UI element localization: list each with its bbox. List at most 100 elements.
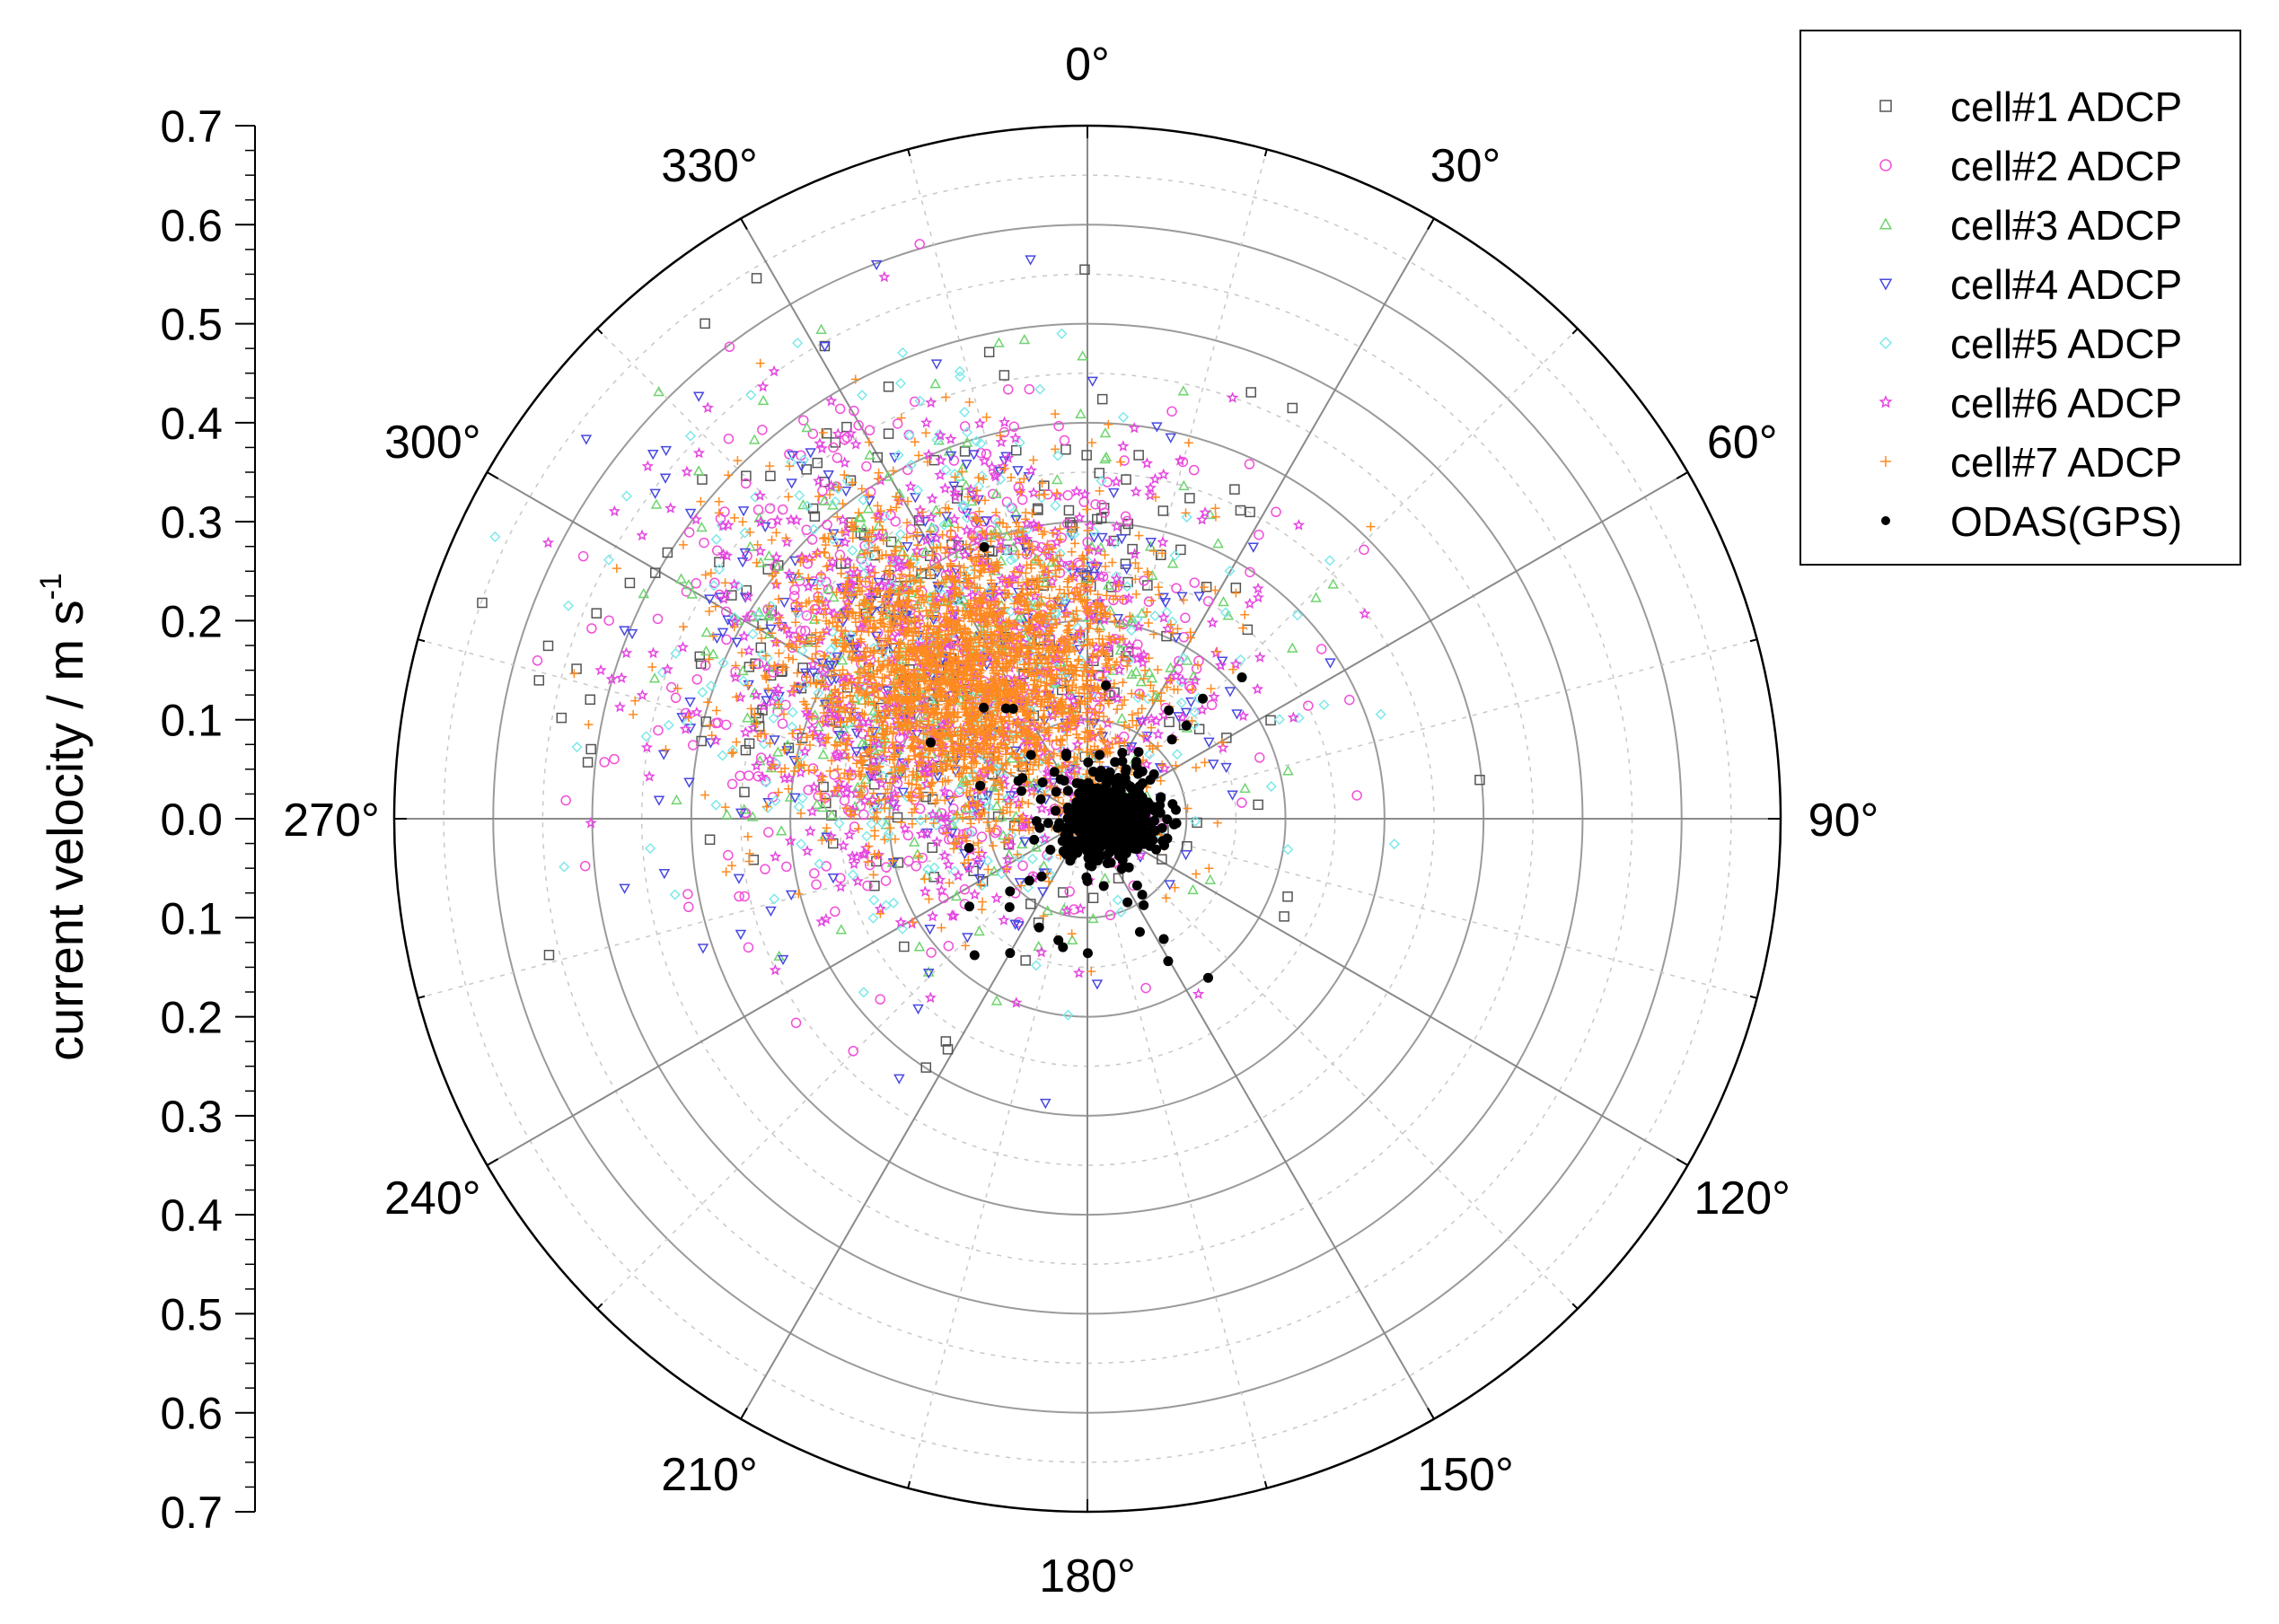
data-point [705, 721, 715, 731]
data-point [1030, 841, 1043, 852]
data-point [807, 668, 820, 679]
data-point [1206, 616, 1219, 628]
data-point [971, 534, 984, 547]
data-point [865, 561, 877, 574]
data-point [733, 456, 743, 466]
data-point [1095, 729, 1104, 739]
data-point [704, 654, 714, 664]
data-point [1228, 664, 1238, 674]
data-point [997, 830, 1009, 840]
data-point [1005, 791, 1017, 802]
data-point [982, 646, 992, 656]
data-point [732, 737, 742, 747]
data-point [811, 693, 821, 703]
data-point [615, 672, 628, 683]
data-point [903, 560, 913, 570]
data-point [1080, 699, 1090, 709]
data-point [1072, 966, 1086, 979]
data-point [929, 505, 942, 515]
data-point [1071, 738, 1084, 751]
data-point [840, 609, 852, 619]
data-point [794, 575, 805, 586]
data-point [998, 914, 1010, 926]
data-point [864, 859, 876, 871]
data-point [1055, 557, 1068, 569]
data-point [884, 627, 893, 636]
data-point [1087, 438, 1096, 448]
data-point [864, 841, 874, 851]
data-point [968, 888, 981, 900]
data-point [1035, 802, 1048, 814]
data-point [1103, 579, 1114, 590]
data-point [1075, 714, 1087, 725]
data-point [1193, 592, 1205, 602]
data-point [1359, 544, 1369, 556]
data-point [1017, 860, 1028, 872]
data-point [1142, 567, 1152, 577]
data-point [786, 478, 797, 489]
data-point [792, 668, 802, 678]
data-point [1058, 735, 1068, 745]
data-point [1116, 712, 1128, 724]
data-point [997, 722, 1007, 732]
data-point [1191, 869, 1201, 879]
data-point [930, 531, 943, 544]
data-point [825, 645, 837, 656]
data-point [982, 752, 992, 762]
data-point [620, 490, 632, 502]
data-point [1128, 715, 1138, 725]
data-point [786, 686, 798, 698]
data-point [964, 827, 976, 839]
data-point [839, 680, 849, 689]
data-point [1121, 474, 1131, 485]
data-point [1032, 613, 1042, 623]
data-point [1110, 572, 1123, 584]
data-point [609, 753, 620, 765]
data-point [784, 784, 794, 794]
data-point [1140, 982, 1151, 994]
data-point [954, 616, 964, 626]
data-point [767, 535, 777, 545]
data-point [1118, 678, 1128, 688]
data-point [796, 809, 805, 819]
data-point [1310, 592, 1322, 602]
data-point [837, 527, 847, 537]
data-point [1108, 487, 1120, 499]
data-point [884, 561, 894, 571]
data-point [858, 708, 867, 718]
data-point [986, 461, 999, 473]
data-point [1265, 715, 1276, 726]
data-point [1043, 851, 1054, 863]
data-point [910, 437, 920, 447]
data-point [928, 726, 938, 736]
data-point [964, 483, 977, 496]
data-point [719, 587, 733, 600]
data-point [835, 670, 845, 680]
data-point [750, 759, 763, 771]
data-point [1070, 721, 1080, 731]
data-point [773, 619, 783, 628]
data-point [990, 800, 1003, 811]
data-point [839, 434, 850, 445]
data-point [1083, 526, 1093, 536]
data-point [788, 687, 798, 697]
data-point [891, 492, 901, 502]
data-point [664, 502, 677, 514]
data-point [897, 697, 907, 707]
data-point [1229, 658, 1242, 670]
data-point [859, 710, 869, 720]
data-point [968, 450, 980, 461]
data-point [800, 637, 810, 647]
data-point [981, 715, 990, 724]
data-point [1063, 505, 1075, 516]
grid-spoke [418, 638, 1088, 820]
data-point [946, 526, 955, 536]
data-point [823, 470, 834, 481]
data-point [1153, 665, 1163, 675]
data-point [1179, 595, 1189, 605]
grid-spoke [1087, 818, 1268, 1488]
data-point [838, 499, 848, 509]
data-point [650, 567, 661, 578]
data-point [1149, 610, 1161, 622]
data-point [1287, 402, 1298, 414]
